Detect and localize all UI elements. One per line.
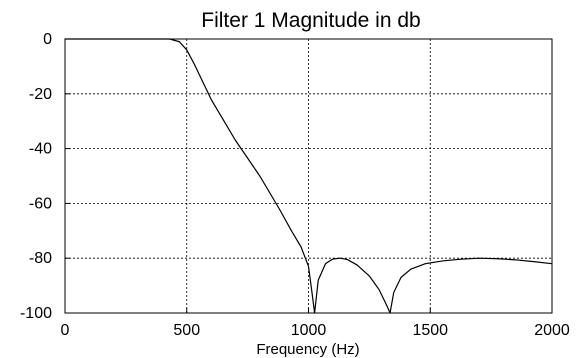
x-tick-label: 1500 bbox=[412, 322, 448, 339]
grid bbox=[65, 39, 552, 313]
x-axis-label: Frequency (Hz) bbox=[256, 341, 359, 358]
x-tick-label: 1000 bbox=[291, 322, 327, 339]
y-tick-label: -40 bbox=[29, 141, 52, 158]
magnitude-response-line bbox=[64, 38, 553, 314]
y-tick-label: -60 bbox=[29, 195, 52, 212]
y-tick-label: -20 bbox=[29, 86, 52, 103]
y-tick-label: 0 bbox=[43, 31, 52, 48]
chart-title: Filter 1 Magnitude in db bbox=[201, 9, 420, 32]
series-layer bbox=[64, 38, 553, 314]
y-tick-label: -80 bbox=[29, 250, 52, 267]
x-tick-label: 500 bbox=[173, 322, 200, 339]
x-tick-label: 2000 bbox=[534, 322, 570, 339]
x-tick-label: 0 bbox=[61, 322, 70, 339]
axis-ticks: 0 500 1000 1500 2000 0 -20 -40 -60 -80 -100 bbox=[20, 31, 570, 339]
y-tick-label: -100 bbox=[20, 305, 52, 322]
